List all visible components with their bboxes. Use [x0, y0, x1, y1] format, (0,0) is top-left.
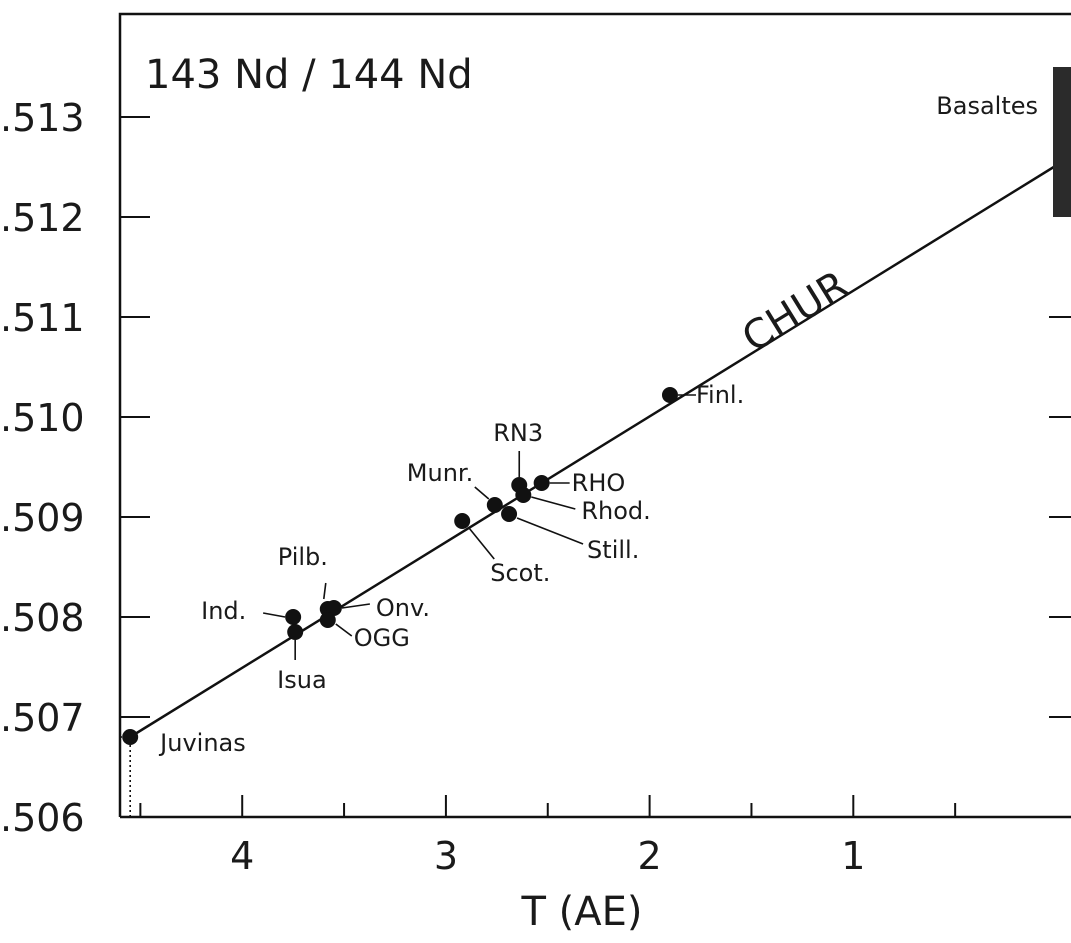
point-label: Pilb. — [278, 543, 328, 571]
x-tick-label: 1 — [841, 834, 865, 878]
data-points: Juvinas Ind. Isua Pilb. Onv.OGG Scot. Munr. Sti… — [120, 381, 744, 817]
plot-frame-top-left — [118, 12, 1071, 817]
basaltes-bar — [1053, 67, 1071, 217]
data-point — [122, 729, 139, 745]
y-tick-label: .507 — [0, 696, 85, 740]
x-tick-label: 2 — [638, 834, 662, 878]
y-tick-label: .511 — [0, 296, 85, 340]
chur-label: CHUR — [735, 262, 857, 362]
data-point — [515, 487, 532, 503]
x-tick-label: 3 — [434, 834, 458, 878]
leader-line — [516, 517, 584, 545]
x-axis: 4 3 2 1 — [139, 795, 957, 878]
point-label: RN3 — [493, 419, 543, 447]
basaltes-label: Basaltes — [936, 92, 1038, 120]
data-point — [287, 624, 304, 640]
y-tick-label: .506 — [0, 796, 85, 840]
point-label: Isua — [277, 666, 327, 694]
point-label: OGG — [354, 624, 410, 652]
data-point — [486, 497, 503, 513]
point-label: Scot. — [490, 559, 550, 587]
plot-frame — [118, 12, 1071, 819]
x-axis-label: T (AE) — [521, 889, 643, 935]
leader-line — [531, 496, 576, 510]
leader-line — [262, 612, 286, 618]
data-point — [285, 609, 302, 625]
data-point — [501, 506, 518, 522]
data-point — [454, 513, 471, 529]
leader-line — [335, 623, 353, 637]
x-tick-label: 4 — [230, 834, 254, 878]
y-tick-label: .509 — [0, 496, 85, 540]
data-point — [319, 612, 336, 628]
basaltes-range: Basaltes — [936, 67, 1071, 217]
point-label: Onv. — [376, 594, 430, 622]
y-axis: .506 .507 .508 .509 .510 .511 .512 .513 — [0, 96, 1071, 840]
chur-line — [129, 163, 1058, 739]
y-tick-label: .510 — [0, 396, 85, 440]
leader-line — [341, 603, 370, 609]
data-point — [661, 387, 678, 403]
point-label: Rhod. — [581, 497, 650, 525]
point-label: Munr. — [407, 459, 473, 487]
point-label: RHO — [572, 469, 626, 497]
chur-reference: CHUR — [129, 163, 1058, 739]
point-label: Still. — [587, 536, 639, 564]
point-label: Juvinas — [158, 729, 246, 757]
leader-line — [474, 486, 490, 500]
y-tick-label: .513 — [0, 96, 85, 140]
point-label: Ind. — [201, 597, 246, 625]
y-tick-label: .512 — [0, 196, 85, 240]
data-point — [533, 475, 550, 491]
y-tick-label: .508 — [0, 596, 85, 640]
leader-line — [322, 582, 327, 600]
data-point — [325, 600, 342, 616]
point-label: Finl. — [696, 381, 744, 409]
leader-line — [467, 526, 495, 560]
chart-title: 143 Nd / 144 Nd — [145, 52, 473, 98]
